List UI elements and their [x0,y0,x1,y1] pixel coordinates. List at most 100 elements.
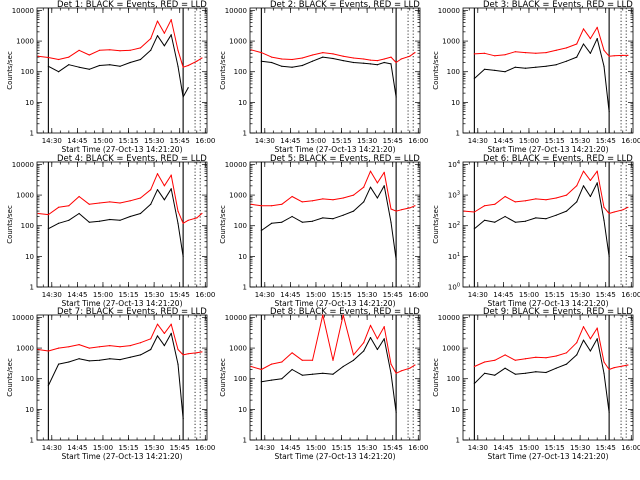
series-line-lld [38,323,202,356]
data-point-lld [47,56,50,59]
y-tick-label: 10000 [225,161,247,169]
data-point-events [369,337,372,339]
data-point-lld [88,203,90,205]
data-point-lld [98,346,101,348]
data-point-events [109,218,111,221]
x-tick-label: 16:00 [408,137,428,145]
data-point-lld [589,338,592,340]
y-tick-label: 10000 [438,314,460,322]
series-line-lld [464,170,629,214]
data-point-events [363,350,365,352]
y-tick-label: 100 [234,68,247,76]
y-tick-label: 1000 [229,192,247,200]
data-point-events [109,358,111,360]
data-point-lld [291,352,293,354]
data-point-events [484,372,486,374]
data-point-events [383,338,385,340]
data-point-events [163,45,165,47]
x-tick-label: 15:00 [519,291,539,299]
data-point-lld [163,185,165,187]
data-point-lld [311,200,314,202]
data-point-lld [150,189,152,191]
series-line-lld [250,314,416,374]
data-point-lld [514,359,516,361]
data-point-events [177,363,179,365]
data-point-lld [524,358,527,360]
x-axis-label: Start Time (27-Oct-13 14:21:20) [61,452,182,461]
x-tick-label: 14:45 [493,444,513,452]
data-point-lld [504,54,506,56]
data-point-events [177,65,179,67]
data-point-events [129,215,131,218]
y-tick-label: 1 [456,130,460,138]
data-point-lld [98,202,101,204]
panel-det-5: Det 5: BLACK = Events, RED = LLD 1 10 100 10… [219,154,428,308]
data-point-lld [88,54,90,56]
data-point-lld [250,49,252,51]
data-point-lld [332,53,334,55]
data-point-events [565,60,568,62]
y-tick-label: 1 [456,437,460,445]
x-tick-label: 14:30 [255,444,275,452]
x-tick-label: 14:30 [255,291,275,299]
data-point-lld [352,354,355,356]
y-tick-label: 102 [448,221,460,230]
x-tick-label: 15:30 [357,137,377,145]
data-point-lld [390,56,392,58]
data-point-events [596,38,598,40]
x-tick-label: 15:00 [306,444,326,452]
data-point-lld [400,370,402,372]
data-point-lld [596,26,598,28]
data-point-lld [596,170,598,172]
x-tick-label: 14:30 [468,444,488,452]
x-tick-label: 15:30 [144,137,164,145]
data-point-events [376,348,378,351]
y-tick-label: 10 [238,99,247,107]
data-point-events [545,371,547,374]
panel-title: Det 9: BLACK = Events, RED = LLD [483,307,633,317]
data-point-events [608,255,610,257]
data-point-lld [395,372,397,374]
data-point-events [78,358,80,360]
data-point-lld [555,49,557,51]
data-point-events [524,67,527,69]
data-point-lld [603,206,605,208]
y-tick-label: 10 [238,406,247,414]
y-tick-label: 100 [21,68,34,76]
data-point-lld [177,49,179,51]
data-point-lld [88,347,90,349]
data-point-lld [376,60,378,62]
y-tick-label: 1000 [16,38,34,46]
data-point-events [504,215,506,218]
x-tick-label: 15:45 [383,137,403,145]
data-point-events [608,411,610,413]
data-point-lld [400,209,402,211]
data-point-events [535,371,537,373]
data-point-lld [376,338,378,340]
data-point-lld [608,55,610,57]
data-point-lld [473,365,475,368]
data-point-lld [139,47,142,49]
series-line-lld [38,173,203,224]
data-point-events [156,335,159,337]
data-point-lld [119,202,121,204]
data-point-lld [608,368,610,371]
data-point-events [311,60,314,62]
data-point-lld [170,19,172,21]
data-point-lld [514,51,516,53]
data-point-events [187,87,189,89]
x-axis-label: Start Time (27-Oct-13 14:21:20) [487,299,608,308]
plot-frame [36,314,208,441]
data-point-lld [271,363,273,365]
panel-det-3: Det 3: BLACK = Events, RED = LLD 1 10 100 10… [432,0,640,154]
data-point-lld [342,197,344,199]
data-point-lld [250,365,252,368]
data-point-lld [139,342,142,344]
x-tick-label: 14:30 [42,444,62,452]
data-point-lld [627,206,629,208]
y-tick-label: 104 [448,160,460,169]
data-point-events [68,64,70,66]
data-point-events [150,49,152,51]
data-point-lld [281,203,283,205]
x-tick-label: 15:45 [383,291,403,299]
